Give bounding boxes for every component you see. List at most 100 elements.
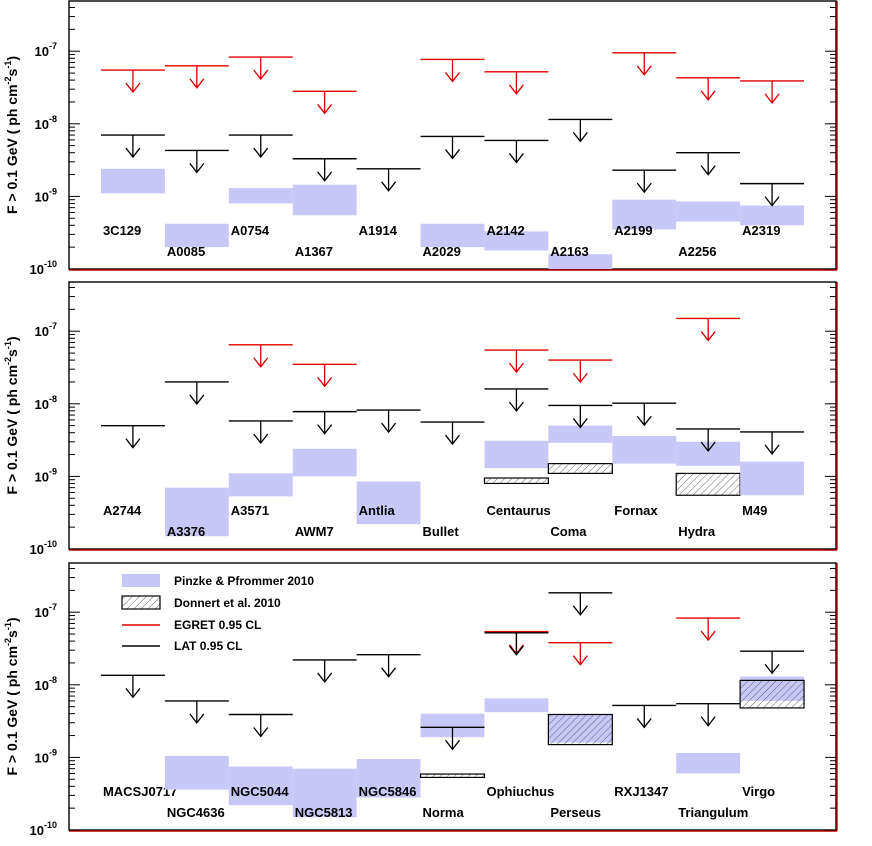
lat-arrow-head: [125, 687, 141, 699]
pinzke-band: [292, 448, 357, 477]
pinzke-band: [356, 759, 421, 798]
cluster-label: Bullet: [423, 524, 460, 539]
cluster-label: A1914: [359, 223, 398, 238]
pinzke-band: [420, 713, 485, 738]
legend-donnert-label: Donnert et al. 2010: [174, 596, 281, 610]
cluster-A2744: A2744: [100, 424, 165, 518]
cluster-3C129: 3C129: [100, 69, 165, 238]
lat-arrow-head: [764, 444, 780, 455]
egret-arrow-head: [317, 103, 333, 115]
lat-arrow-head: [189, 394, 205, 406]
pinzke-band: [548, 425, 613, 443]
lat-arrow-head: [317, 171, 333, 182]
y-axis-label-part: s: [4, 68, 20, 76]
y-tick-label: 10-10: [30, 539, 57, 557]
y-axis-label-part: s: [4, 630, 20, 638]
legend-pinzke-swatch: [122, 574, 160, 587]
cluster-M49: M49: [740, 431, 805, 518]
cluster-A1914: A1914: [356, 168, 421, 238]
egret-arrow-head: [125, 82, 141, 94]
egret-arrow-head: [764, 93, 780, 104]
lat-arrow-head: [444, 434, 461, 446]
lat-arrow-head: [636, 718, 652, 729]
pinzke-band: [612, 199, 677, 230]
pinzke-band: [356, 481, 421, 525]
y-tick-label: 10-9: [35, 186, 57, 204]
y-tick-base: 10: [35, 397, 49, 412]
egret-arrow-head: [700, 90, 716, 101]
cluster-label: NGC5813: [295, 805, 353, 820]
cluster-label: A1367: [295, 244, 333, 259]
pinzke-band: [164, 223, 229, 248]
pinzke-band: [228, 473, 293, 497]
cluster-label: Fornax: [614, 503, 658, 518]
cluster-Perseus: Perseus: [547, 592, 613, 820]
cluster-Bullet: Bullet: [420, 421, 485, 539]
y-axis-label: F > 0.1 GeV ( ph cm-2s-1): [3, 617, 20, 775]
legend-pinzke-label: Pinzke & Pfrommer 2010: [174, 574, 314, 588]
pinzke-band: [740, 461, 805, 496]
cluster-Antlia: Antlia: [356, 409, 421, 525]
y-tick-base: 10: [35, 605, 49, 620]
pinzke-band: [228, 188, 293, 204]
y-tick-exp: -10: [44, 259, 57, 269]
y-axis-label: F > 0.1 GeV ( ph cm-2s-1): [3, 336, 20, 494]
cluster-A3376: A3376: [164, 381, 229, 539]
cluster-A2163: A2163: [548, 118, 613, 269]
y-axis-label-part: F > 0.1 GeV ( ph cm: [4, 84, 20, 214]
cluster-label: Antlia: [359, 503, 396, 518]
cluster-A0085: A0085: [164, 65, 229, 259]
cluster-label: A2199: [614, 223, 652, 238]
cluster-label: NGC4636: [167, 805, 225, 820]
y-tick-base: 10: [35, 117, 49, 132]
y-tick-base: 10: [35, 678, 49, 693]
cluster-label: A2256: [678, 244, 716, 259]
y-tick-exp: -10: [44, 820, 57, 830]
y-tick-base: 10: [30, 542, 44, 557]
cluster-label: Hydra: [678, 524, 716, 539]
lat-arrow-head: [381, 181, 397, 192]
egret-arrow-head: [572, 372, 588, 384]
cluster-label: Coma: [550, 524, 587, 539]
y-axis-label-part: -1: [3, 61, 13, 69]
cluster-AWM7: AWM7: [292, 363, 357, 539]
donnert-box: [483, 477, 549, 485]
y-tick-label: 10-9: [35, 466, 57, 484]
egret-arrow-head: [253, 357, 269, 368]
lat-arrow-head: [189, 163, 205, 174]
egret-arrow-head: [508, 362, 524, 374]
y-tick-exp: -7: [49, 602, 57, 612]
lat-arrow-head: [508, 645, 524, 656]
y-tick-label: 10-9: [35, 747, 57, 765]
lat-arrow-head: [700, 165, 716, 176]
y-tick-base: 10: [35, 469, 49, 484]
pinzke-band: [484, 231, 549, 251]
cluster-Triangulum: Triangulum: [676, 617, 748, 820]
pinzke-band: [548, 254, 613, 269]
donnert-box: [547, 713, 613, 746]
pinzke-band: [100, 168, 165, 194]
cluster-NGC5044: NGC5044: [228, 713, 293, 806]
y-tick-label: 10-7: [35, 321, 57, 339]
cluster-label: Virgo: [742, 784, 775, 799]
pinzke-band: [740, 205, 805, 226]
pinzke-band: [612, 436, 677, 464]
cluster-label: A0754: [231, 223, 270, 238]
y-axis-label-part: -2: [3, 357, 13, 365]
cluster-label: Centaurus: [486, 503, 550, 518]
y-tick-base: 10: [35, 44, 49, 59]
cluster-label: A3376: [167, 524, 205, 539]
lat-arrow-head: [317, 672, 333, 683]
y-tick-base: 10: [35, 750, 49, 765]
cluster-label: Ophiuchus: [486, 784, 554, 799]
y-axis-label-part: -1: [3, 341, 13, 349]
y-tick-label: 10-8: [35, 114, 57, 132]
y-tick-label: 10-10: [30, 259, 57, 277]
cluster-label: A2029: [423, 244, 461, 259]
lat-arrow-head: [381, 422, 397, 434]
legend: Pinzke & Pfrommer 2010 Donnert et al. 201…: [121, 574, 314, 653]
cluster-label: A2744: [103, 503, 142, 518]
cluster-MACSJ0717: MACSJ0717: [100, 674, 177, 799]
